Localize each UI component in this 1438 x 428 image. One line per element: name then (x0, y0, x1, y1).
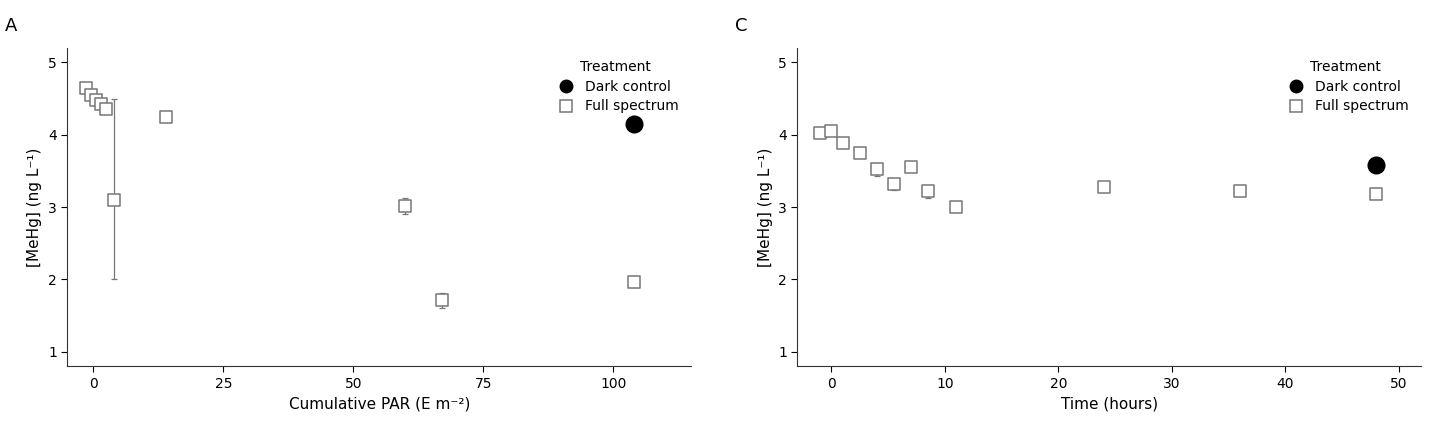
Legend: Dark control, Full spectrum: Dark control, Full spectrum (1276, 55, 1415, 119)
Y-axis label: [MeHg] (ng L⁻¹): [MeHg] (ng L⁻¹) (758, 147, 772, 267)
Point (1365, 190, 1388, 197)
Point (1228, 188, 1251, 195)
X-axis label: Cumulative PAR (E m⁻²): Cumulative PAR (E m⁻²) (289, 396, 470, 411)
Point (73, 84, 96, 91)
Point (848, 149, 871, 156)
Text: A: A (4, 17, 17, 35)
Point (623, 278, 646, 285)
Y-axis label: [MeHg] (ng L⁻¹): [MeHg] (ng L⁻¹) (27, 147, 43, 267)
Point (1365, 162, 1388, 169)
Point (866, 166, 889, 173)
Legend: Dark control, Full spectrum: Dark control, Full spectrum (546, 55, 684, 119)
Point (899, 164, 922, 171)
Point (430, 296, 453, 303)
Point (831, 140, 854, 147)
Point (102, 196, 125, 203)
Point (89, 101, 112, 108)
Point (1093, 184, 1116, 190)
Point (808, 130, 831, 137)
Point (155, 113, 178, 120)
Point (883, 181, 906, 187)
Point (79, 92, 102, 98)
Point (623, 120, 646, 127)
Point (85, 97, 108, 104)
Point (394, 202, 417, 209)
X-axis label: Time (hours): Time (hours) (1061, 396, 1158, 411)
Point (95, 106, 118, 113)
Text: C: C (735, 17, 748, 35)
Point (916, 188, 939, 195)
Point (945, 204, 968, 211)
Point (820, 128, 843, 134)
